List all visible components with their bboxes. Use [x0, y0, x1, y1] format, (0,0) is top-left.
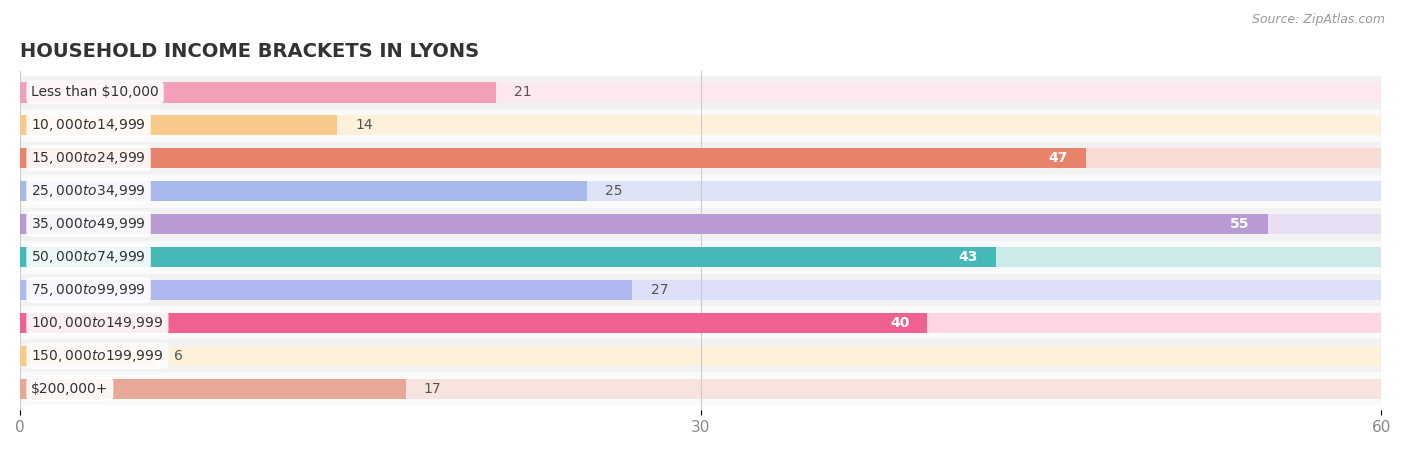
Text: $50,000 to $74,999: $50,000 to $74,999	[31, 249, 146, 265]
Bar	[20, 82, 496, 103]
Bar	[20, 148, 1381, 168]
Bar	[20, 280, 633, 300]
Bar	[20, 148, 1087, 168]
Bar	[20, 142, 1381, 175]
Text: $35,000 to $49,999: $35,000 to $49,999	[31, 216, 146, 232]
Bar	[20, 306, 1381, 339]
Text: $150,000 to $199,999: $150,000 to $199,999	[31, 348, 163, 364]
Text: $10,000 to $14,999: $10,000 to $14,999	[31, 117, 146, 133]
Bar	[20, 346, 156, 366]
Text: 14: 14	[356, 118, 373, 132]
Bar	[20, 373, 1381, 405]
Text: 17: 17	[423, 382, 441, 396]
Text: Source: ZipAtlas.com: Source: ZipAtlas.com	[1251, 14, 1385, 27]
Text: $100,000 to $149,999: $100,000 to $149,999	[31, 315, 163, 331]
Text: HOUSEHOLD INCOME BRACKETS IN LYONS: HOUSEHOLD INCOME BRACKETS IN LYONS	[20, 42, 479, 61]
Bar	[20, 247, 1381, 267]
Bar	[20, 76, 1381, 109]
Bar	[20, 280, 1381, 300]
Bar	[20, 207, 1381, 241]
Bar	[20, 181, 588, 201]
Bar	[20, 274, 1381, 306]
Bar	[20, 82, 1381, 103]
Text: $75,000 to $99,999: $75,000 to $99,999	[31, 282, 146, 298]
Text: 40: 40	[890, 316, 910, 330]
Bar	[20, 313, 928, 333]
Bar	[20, 175, 1381, 207]
Text: 43: 43	[957, 250, 977, 264]
Text: 27: 27	[651, 283, 668, 297]
Bar	[20, 346, 1381, 366]
Text: 6: 6	[174, 349, 183, 363]
Bar	[20, 214, 1381, 234]
Text: Less than $10,000: Less than $10,000	[31, 86, 159, 99]
Text: 55: 55	[1230, 217, 1250, 231]
Bar	[20, 214, 1268, 234]
Text: 47: 47	[1049, 151, 1069, 165]
Bar	[20, 109, 1381, 142]
Bar	[20, 115, 337, 135]
Bar	[20, 378, 1381, 399]
Text: $15,000 to $24,999: $15,000 to $24,999	[31, 150, 146, 166]
Text: 21: 21	[515, 86, 531, 99]
Bar	[20, 247, 995, 267]
Bar	[20, 339, 1381, 373]
Bar	[20, 378, 405, 399]
Text: $200,000+: $200,000+	[31, 382, 108, 396]
Bar	[20, 115, 1381, 135]
Text: $25,000 to $34,999: $25,000 to $34,999	[31, 183, 146, 199]
Text: 25: 25	[605, 184, 623, 198]
Bar	[20, 241, 1381, 274]
Bar	[20, 313, 1381, 333]
Bar	[20, 181, 1381, 201]
